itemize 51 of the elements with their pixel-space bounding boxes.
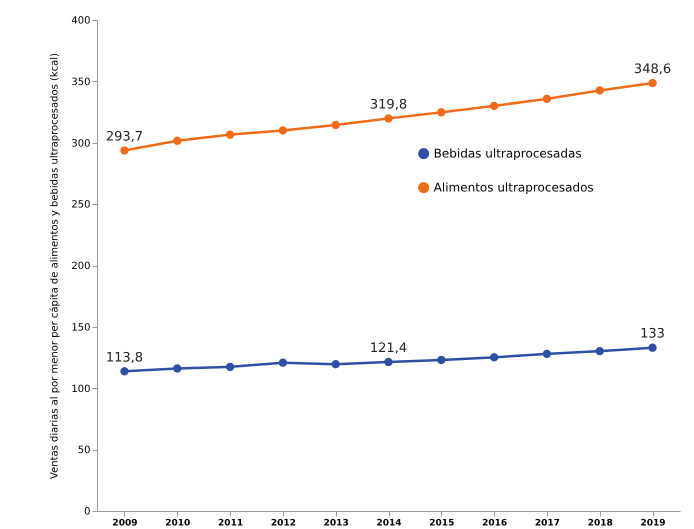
point bbox=[437, 356, 446, 364]
x-tick-label: 2018 bbox=[588, 518, 613, 528]
x-tick-label: 2013 bbox=[324, 518, 349, 528]
point bbox=[437, 108, 446, 116]
point bbox=[542, 350, 552, 358]
y-tick-label: 350 bbox=[71, 76, 90, 88]
point bbox=[596, 86, 604, 95]
point bbox=[332, 120, 340, 130]
y-tick-label: 100 bbox=[71, 384, 90, 395]
legend-label: Bebidas ultraprocesadas bbox=[434, 146, 582, 161]
x-tick-label: 2017 bbox=[534, 518, 560, 528]
y-tick-label: 0 bbox=[84, 506, 90, 518]
point bbox=[648, 78, 657, 88]
point bbox=[278, 358, 288, 367]
legend-label: Alimentos ultraprocesados bbox=[434, 180, 594, 195]
point bbox=[542, 94, 552, 103]
x-tick-label: 2011 bbox=[218, 518, 244, 528]
x-tick-label: 2019 bbox=[640, 518, 666, 528]
x-tick-label: 2010 bbox=[165, 518, 190, 528]
x-tick-label: 2014 bbox=[376, 518, 402, 528]
data-label: 319,8 bbox=[370, 97, 408, 112]
point bbox=[226, 130, 234, 139]
point bbox=[596, 347, 604, 356]
point bbox=[384, 114, 393, 123]
x-tick-label: 2012 bbox=[270, 518, 296, 528]
point bbox=[173, 136, 182, 145]
point bbox=[278, 126, 288, 135]
x-tick-label: 2015 bbox=[429, 518, 454, 528]
y-tick-label: 300 bbox=[71, 138, 90, 150]
y-tick-label: 150 bbox=[71, 322, 90, 334]
x-tick-label: 2009 bbox=[112, 518, 138, 528]
data-label: 348,6 bbox=[634, 62, 672, 78]
point bbox=[648, 344, 657, 352]
point bbox=[384, 358, 393, 366]
point bbox=[226, 362, 234, 372]
y-tick-label: 400 bbox=[71, 16, 90, 26]
data-label: 293,7 bbox=[106, 129, 144, 144]
data-label: 121,4 bbox=[370, 340, 408, 356]
data-label: 133 bbox=[640, 326, 665, 342]
x-tick-label: 2016 bbox=[482, 518, 508, 528]
data-label: 113,8 bbox=[106, 350, 144, 366]
y-tick-label: 250 bbox=[71, 200, 90, 211]
point bbox=[490, 102, 498, 110]
point bbox=[120, 146, 129, 155]
point bbox=[490, 353, 498, 362]
point bbox=[173, 364, 182, 373]
y-tick-label: 50 bbox=[78, 445, 90, 456]
point bbox=[332, 360, 340, 368]
point bbox=[120, 367, 129, 376]
y-axis-title: Ventas diarias al por menor per cápita de alimentos y bebidas ultraprocesados (kcal) bbox=[49, 52, 60, 479]
y-tick-label: 200 bbox=[71, 261, 90, 272]
